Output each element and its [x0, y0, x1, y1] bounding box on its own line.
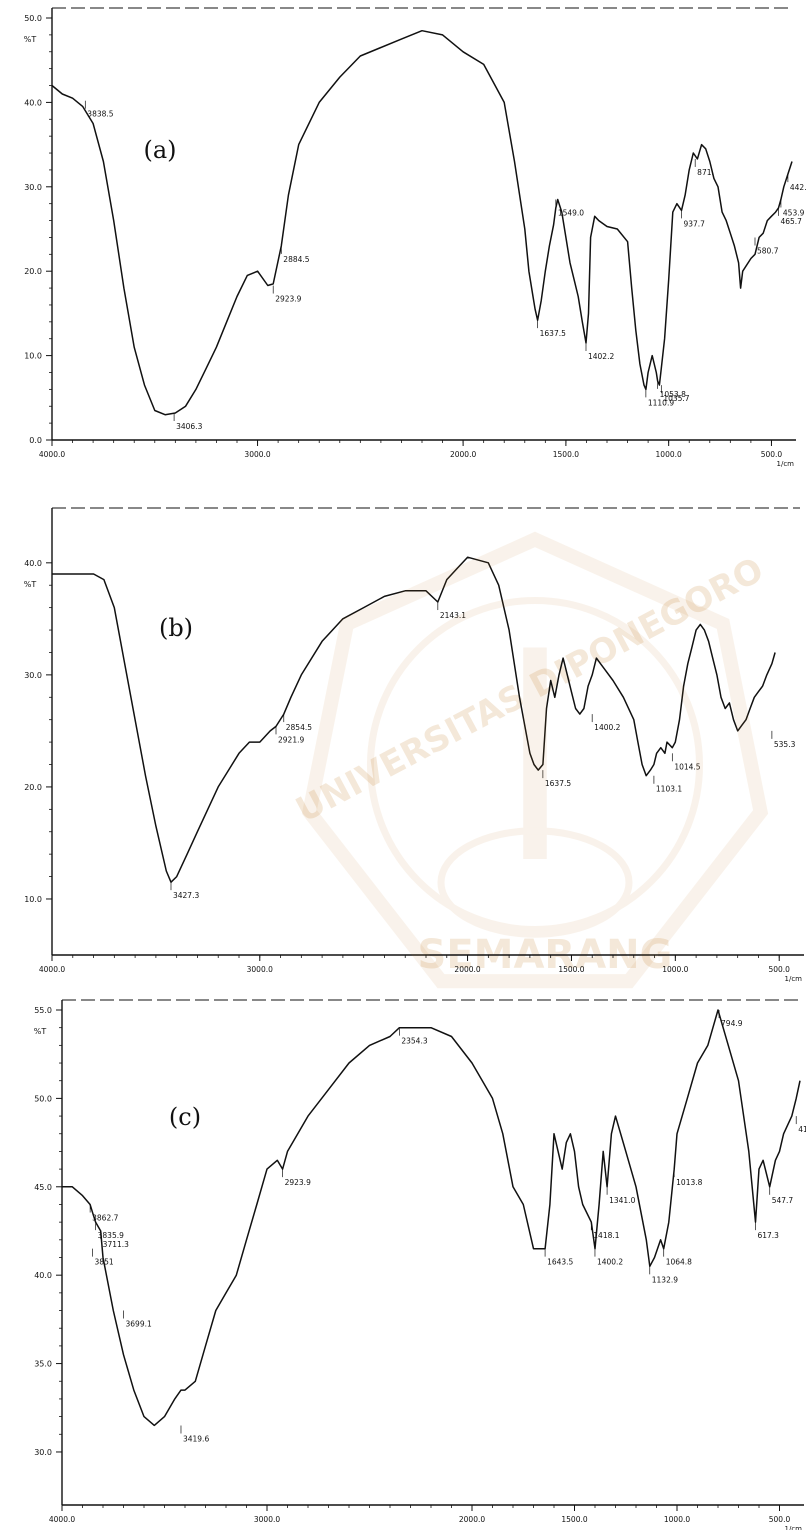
peak-label: 418.5 [798, 1125, 806, 1134]
x-tick-label: 2000.0 [454, 965, 480, 974]
x-tick-label: 500.0 [769, 1515, 791, 1524]
watermark-text-top: UNIVERSITAS DIPONEGORO [290, 550, 771, 831]
peak-label: 1400.2 [594, 723, 620, 732]
y-tick-label: 20.0 [24, 783, 42, 792]
y-tick-label: 40.0 [24, 559, 42, 568]
x-tick-label: 4000.0 [49, 1515, 75, 1524]
panel-label: (c) [169, 1103, 201, 1131]
panel-label: (a) [143, 136, 176, 164]
spectrum-line [52, 556, 776, 883]
peak-label: 2923.9 [285, 1178, 311, 1187]
x-tick-label: 500.0 [768, 965, 790, 974]
peak-label: 1643.5 [547, 1258, 573, 1267]
y-tick-label: 10.0 [24, 895, 42, 904]
peak-label: 453.9 [783, 208, 805, 217]
peak-label: 1132.9 [652, 1275, 678, 1284]
peak-label: 794.9 [721, 1019, 743, 1028]
y-tick-label: 50.0 [24, 14, 42, 23]
peak-label: 1064.8 [666, 1258, 692, 1267]
peak-label: 465.7 [780, 217, 802, 226]
peak-label: 3427.3 [173, 891, 199, 900]
peak-label: 1053.8 [660, 390, 686, 399]
peak-label: 3711.3 [103, 1240, 129, 1249]
peak-label: 1341.0 [609, 1196, 635, 1205]
y-axis-label: %T [24, 35, 37, 44]
peak-label: 1637.5 [545, 779, 571, 788]
x-tick-label: 1500.0 [561, 1515, 587, 1524]
peak-label: 3699.1 [126, 1320, 152, 1329]
peak-label: 2921.9 [278, 735, 304, 744]
x-tick-label: 4000.0 [39, 450, 65, 459]
peak-label: 1014.5 [674, 762, 700, 771]
y-tick-label: 45.0 [34, 1183, 52, 1192]
x-tick-label: 1000.0 [662, 965, 688, 974]
x-tick-label: 3000.0 [254, 1515, 280, 1524]
peak-label: 3838.5 [87, 110, 113, 119]
y-tick-label: 30.0 [34, 1448, 52, 1457]
x-tick-label: 1000.0 [656, 450, 682, 459]
y-tick-label: 40.0 [34, 1271, 52, 1280]
y-tick-label: 50.0 [34, 1094, 52, 1103]
x-tick-label: 1000.0 [664, 1515, 690, 1524]
peak-label: 617.3 [757, 1231, 779, 1240]
y-tick-label: 35.0 [34, 1360, 52, 1369]
y-tick-label: 40.0 [24, 98, 42, 107]
peak-label: 1013.8 [676, 1178, 702, 1187]
x-tick-label: 500.0 [761, 450, 783, 459]
peak-label: 3406.3 [176, 422, 202, 431]
peak-label: 1549.0 [558, 208, 584, 217]
peak-label: 3419.6 [183, 1434, 209, 1443]
peak-label: 3862.7 [92, 1213, 118, 1222]
peak-label: 442.2 [790, 183, 806, 192]
peak-label: 871. [697, 168, 714, 177]
x-axis-label: 1/cm [785, 1525, 803, 1530]
spectrum-line [51, 29, 793, 416]
y-tick-label: 0.0 [29, 436, 42, 445]
peak-label: 1103.1 [656, 785, 682, 794]
x-tick-label: 3000.0 [244, 450, 270, 459]
peak-label: 1637.5 [540, 329, 566, 338]
peak-label: 3835.9 [98, 1231, 124, 1240]
peak-label: 547.7 [772, 1196, 794, 1205]
y-axis-label: %T [34, 1027, 47, 1036]
peak-label: 580.7 [757, 246, 779, 255]
y-tick-label: 20.0 [24, 267, 42, 276]
peak-label: 1418.1 [593, 1231, 619, 1240]
peak-label: 535.3 [774, 740, 796, 749]
peak-label: 1400.2 [597, 1258, 623, 1267]
peak-label: 2354.3 [401, 1037, 427, 1046]
x-tick-label: 3000.0 [247, 965, 273, 974]
y-tick-label: 30.0 [24, 183, 42, 192]
y-tick-label: 30.0 [24, 671, 42, 680]
peak-label: 2884.5 [283, 255, 309, 264]
x-tick-label: 1500.0 [558, 965, 584, 974]
y-axis-label: %T [24, 580, 37, 589]
x-tick-label: 1500.0 [553, 450, 579, 459]
x-axis-label: 1/cm [785, 975, 803, 983]
y-tick-label: 55.0 [34, 1006, 52, 1015]
x-tick-label: 2000.0 [459, 1515, 485, 1524]
peak-label: 937.7 [683, 219, 705, 228]
peak-label: 1035.7 [663, 394, 689, 403]
peak-label: 2923.9 [275, 295, 301, 304]
x-tick-label: 2000.0 [450, 450, 476, 459]
peak-label: 2143.1 [440, 611, 466, 620]
x-tick-label: 4000.0 [39, 965, 65, 974]
peak-label: 1110.9 [648, 398, 674, 407]
spectrum-line [62, 1009, 801, 1427]
panel-label: (b) [159, 614, 193, 642]
peak-label: 2854.5 [286, 723, 312, 732]
y-tick-label: 10.0 [24, 352, 42, 361]
peak-label: 1402.2 [588, 352, 614, 361]
x-axis-label: 1/cm [777, 460, 795, 468]
peak-label: 3851 [95, 1258, 114, 1267]
